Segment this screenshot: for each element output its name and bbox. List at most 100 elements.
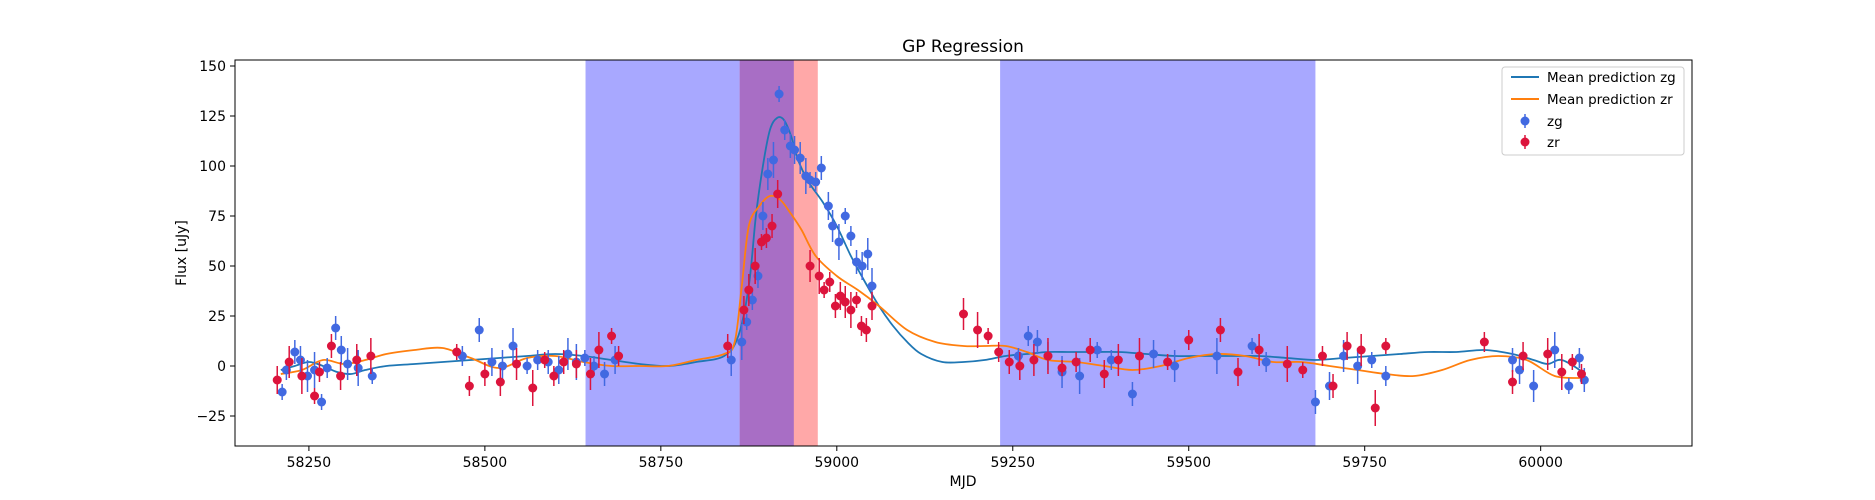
x-tick-label: 59500: [1166, 455, 1211, 471]
y-tick-label: 0: [217, 359, 226, 375]
data-point-zr: [1085, 345, 1095, 355]
data-point-zg: [1170, 361, 1180, 371]
data-point-zr: [614, 351, 624, 361]
legend-swatch-zg-marker: [1520, 116, 1530, 126]
data-point-zr: [761, 233, 771, 243]
y-tick-label: 125: [199, 109, 226, 125]
data-point-zg: [1381, 371, 1391, 381]
data-point-zg: [600, 369, 610, 379]
x-axis-ticks: 58250 58500 58750 59000 59250 59500 59750 60000: [287, 446, 1563, 471]
data-point-zg: [758, 211, 768, 221]
data-point-zr: [464, 381, 474, 391]
data-point-zg: [768, 155, 778, 165]
data-point-zr: [352, 355, 362, 365]
data-point-zr: [1057, 363, 1067, 373]
x-tick-label: 59250: [990, 455, 1035, 471]
x-tick-label: 58250: [287, 455, 332, 471]
data-point-zr: [1004, 357, 1014, 367]
data-point-zr: [805, 261, 815, 271]
data-point-zr: [825, 277, 835, 287]
data-point-zr: [840, 297, 850, 307]
y-axis-ticks: −25 0 25 50 75 100 125 150: [196, 59, 235, 425]
shaded-region: [739, 60, 794, 446]
data-point-zr: [739, 305, 749, 315]
data-point-zg: [1529, 381, 1539, 391]
data-point-zg: [1032, 337, 1042, 347]
data-point-zr: [1113, 355, 1123, 365]
data-point-zr: [366, 351, 376, 361]
data-point-zg: [811, 177, 821, 187]
data-point-zr: [819, 285, 829, 295]
data-point-zg: [1261, 357, 1271, 367]
shaded-region: [1000, 60, 1316, 446]
data-point-zr: [1328, 381, 1338, 391]
data-point-zr: [1071, 357, 1081, 367]
chart-title: GP Regression: [902, 37, 1024, 57]
data-point-zr: [571, 359, 581, 369]
data-point-zr: [1518, 351, 1528, 361]
data-point-zg: [1149, 349, 1159, 359]
data-point-zg: [554, 365, 564, 375]
data-point-zr: [830, 301, 840, 311]
shaded-region: [585, 60, 740, 446]
data-point-zg: [1092, 345, 1102, 355]
data-point-zg: [336, 345, 346, 355]
data-point-zr: [1298, 365, 1308, 375]
data-point-zg: [1247, 341, 1257, 351]
x-tick-label: 58500: [463, 455, 508, 471]
data-point-zr: [1029, 355, 1039, 365]
legend-swatch-zr-marker: [1520, 137, 1530, 147]
data-point-zg: [1508, 355, 1518, 365]
data-point-zg: [317, 397, 327, 407]
data-point-zr: [1576, 369, 1586, 379]
data-point-zr: [852, 295, 862, 305]
data-point-zr: [959, 309, 968, 319]
data-point-zg: [1075, 371, 1085, 381]
data-point-zr: [773, 189, 783, 199]
data-point-zg: [322, 363, 332, 373]
data-point-zg: [331, 323, 341, 333]
data-point-zg: [1212, 351, 1222, 361]
data-point-zg: [295, 355, 305, 365]
data-point-zr: [559, 357, 569, 367]
data-point-zr: [540, 355, 550, 365]
data-point-zr: [480, 369, 490, 379]
data-point-zr: [297, 371, 307, 381]
data-point-zr: [1134, 351, 1144, 361]
data-point-zr: [495, 377, 505, 387]
data-point-zr: [994, 347, 1004, 357]
data-point-zg: [580, 353, 590, 363]
y-tick-label: 75: [208, 209, 226, 225]
data-point-zg: [563, 349, 573, 359]
y-tick-label: 50: [208, 259, 226, 275]
data-point-zr: [723, 341, 733, 351]
legend-label-zr: zr: [1547, 135, 1560, 151]
data-point-zg: [1574, 353, 1584, 363]
data-point-zr: [1163, 357, 1173, 367]
data-point-zg: [277, 387, 287, 397]
data-point-zg: [823, 201, 833, 211]
data-point-zr: [1381, 341, 1391, 351]
data-point-zg: [589, 361, 599, 371]
data-point-zr: [1543, 349, 1553, 359]
data-point-zr: [336, 371, 346, 381]
y-tick-label: 25: [208, 309, 226, 325]
legend-box: [1501, 66, 1685, 156]
data-point-zg: [1367, 355, 1377, 365]
data-point-zr: [1557, 367, 1567, 377]
data-point-zr: [835, 291, 845, 301]
data-point-zr: [1282, 359, 1292, 369]
data-point-zr: [1317, 351, 1327, 361]
data-point-zg: [763, 169, 773, 179]
data-point-zr: [452, 347, 462, 357]
data-point-zg: [1310, 397, 1320, 407]
data-point-zr: [310, 391, 320, 401]
data-point-zg: [1013, 351, 1023, 361]
data-point-zr: [983, 331, 993, 341]
data-point-zr: [1356, 345, 1366, 355]
data-point-zr: [549, 371, 559, 381]
data-point-zg: [747, 295, 757, 305]
data-point-zr: [1254, 345, 1264, 355]
data-point-zr: [272, 375, 282, 385]
